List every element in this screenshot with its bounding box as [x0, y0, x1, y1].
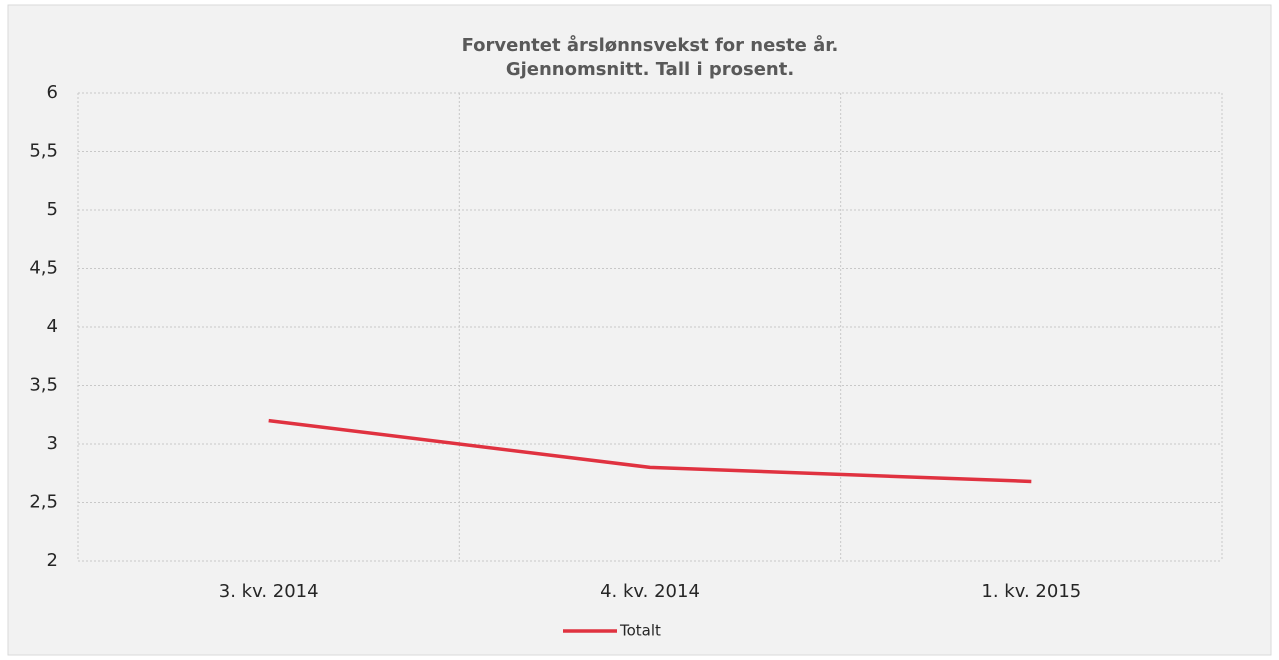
y-tick-label: 2	[47, 550, 58, 571]
y-tick-label: 3	[47, 433, 58, 454]
y-tick-label: 4,5	[29, 258, 58, 279]
y-tick-label: 5,5	[29, 141, 58, 162]
legend-label: Totalt	[619, 622, 661, 640]
y-tick-label: 3,5	[29, 375, 58, 396]
chart-subtitle: Gjennomsnitt. Tall i prosent.	[506, 59, 794, 80]
y-tick-label: 2,5	[29, 492, 58, 513]
y-tick-label: 6	[47, 82, 58, 103]
y-tick-label: 5	[47, 199, 58, 220]
chart-background	[7, 4, 1272, 656]
x-tick-label: 1. kv. 2015	[981, 581, 1081, 602]
x-tick-label: 3. kv. 2014	[219, 581, 319, 602]
data-line	[268, 418, 1032, 484]
y-tick-label: 4	[47, 316, 58, 337]
x-tick-label: 4. kv. 2014	[600, 581, 700, 602]
chart-title: Forventet årslønnsvekst for neste år.	[462, 34, 839, 56]
